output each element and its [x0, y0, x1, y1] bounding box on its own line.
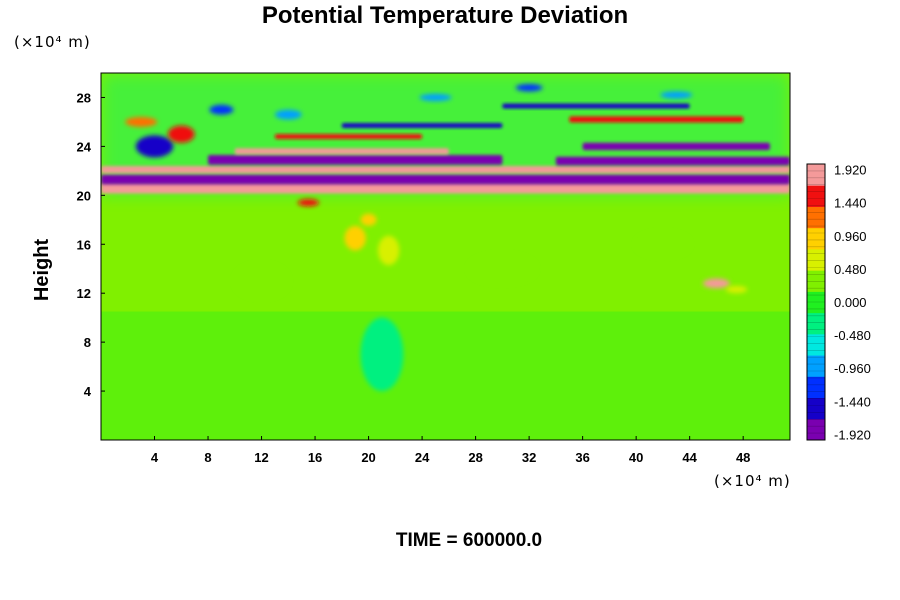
y-tick-label: 8 [84, 335, 91, 350]
field-blob-29 [360, 317, 404, 392]
colorbar-frame [806, 163, 826, 441]
x-tick-label: 16 [308, 450, 322, 465]
x-tick-label: 4 [151, 450, 159, 465]
field-blob-23 [515, 84, 543, 92]
field-blob-13 [725, 285, 748, 294]
colorbar-segment [807, 418, 825, 441]
x-tick-label: 44 [682, 450, 697, 465]
y-axis-ticks: 4 8 12 16 20 24 28 [77, 90, 105, 399]
y-unit-label: (×10⁴ m) [14, 33, 91, 51]
field-lower [101, 311, 790, 440]
field-band-8 [502, 103, 690, 109]
y-tick-label: 24 [77, 139, 92, 154]
colorbar-segment [807, 291, 825, 314]
colorbar-tick-label: -0.960 [834, 361, 871, 376]
colorbar-tick-label: -1.440 [834, 394, 871, 409]
colorbar-tick-label: 0.000 [834, 295, 867, 310]
x-tick-label: 8 [204, 450, 211, 465]
field-band-6 [582, 142, 770, 151]
colorbar-segment [807, 355, 825, 377]
x-tick-label: 12 [254, 450, 268, 465]
x-tick-label: 20 [361, 450, 375, 465]
x-tick-label: 40 [629, 450, 643, 465]
field-band-11 [101, 303, 790, 308]
field-blob-28 [636, 232, 690, 257]
colorbar-segment [807, 248, 825, 271]
y-tick-label: 16 [77, 237, 91, 252]
field-blob-12 [703, 278, 730, 289]
plot-area [101, 73, 790, 440]
colorbar-segment [807, 164, 825, 186]
field-band-1 [101, 174, 790, 185]
field-blob-19 [167, 125, 195, 143]
colorbar-segment [807, 312, 825, 335]
plot-frame [100, 72, 791, 441]
field-blob-15 [377, 235, 400, 266]
colorbar-segment [807, 376, 825, 399]
field-band-10 [274, 134, 423, 140]
field-band-2 [101, 165, 790, 174]
field-blob-17 [297, 199, 320, 207]
colorbar-segment [807, 185, 825, 207]
colorbar: 1.920 1.440 0.960 0.480 0.000 -0.480 -0.960 -1.… [806, 163, 871, 442]
field-band-4 [555, 156, 790, 166]
x-axis-ticks: 4 8 12 16 20 24 28 32 36 40 44 48 [151, 436, 750, 465]
colorbar-segment [807, 206, 825, 229]
field-blob-25 [660, 91, 693, 99]
colorbar-tick-label: 1.440 [834, 196, 867, 211]
field-blob-20 [125, 117, 158, 127]
y-tick-label: 28 [77, 90, 91, 105]
field-band-7 [569, 116, 744, 123]
colorbar-tick-label: 0.960 [834, 229, 867, 244]
x-tick-label: 48 [736, 450, 750, 465]
x-tick-label: 24 [415, 450, 430, 465]
field-band-0 [101, 182, 790, 194]
y-tick-label: 20 [77, 188, 91, 203]
field-band-3 [208, 154, 503, 165]
x-tick-label: 28 [468, 450, 482, 465]
field-blob-24 [419, 93, 452, 102]
colorbar-tick-label: -0.480 [834, 328, 871, 343]
colorbar-tick-label: -1.920 [834, 427, 871, 442]
y-tick-label: 12 [77, 286, 91, 301]
x-unit-label: (×10⁴ m) [714, 472, 791, 490]
field-blob-21 [209, 104, 234, 115]
x-tick-label: 32 [522, 450, 536, 465]
field-blob-18 [135, 135, 174, 158]
field-blob-16 [360, 213, 377, 226]
field-blob-26 [234, 263, 289, 299]
x-tick-label: 36 [575, 450, 589, 465]
field-blob-22 [274, 109, 302, 120]
field-band-9 [341, 123, 503, 129]
colorbar-segment [807, 227, 825, 250]
field-band-5 [234, 148, 449, 155]
colorbar-segment [807, 333, 825, 356]
time-label: TIME = 600000.0 [395, 530, 543, 551]
y-tick-label: 4 [84, 384, 92, 399]
colorbar-segment [807, 397, 825, 420]
field-blob-14 [344, 225, 366, 251]
chart-title: Potential Temperature Deviation [261, 2, 629, 29]
field-blob-27 [468, 254, 536, 284]
colorbar-segment [807, 270, 825, 292]
colorbar-tick-label: 0.480 [834, 262, 867, 277]
colorbar-tick-label: 1.920 [834, 163, 867, 178]
